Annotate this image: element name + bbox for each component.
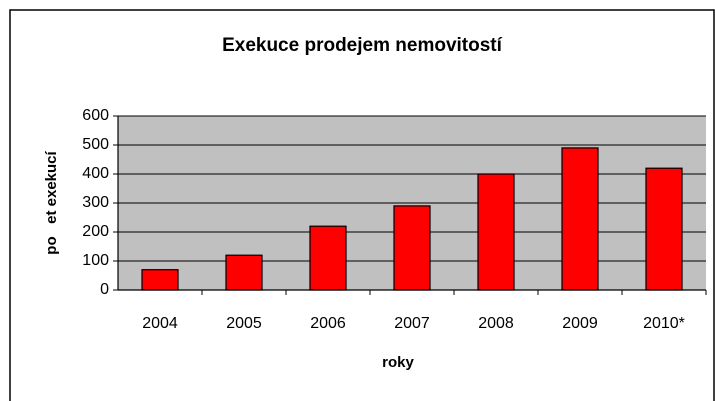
y-tick-label: 200: [82, 223, 109, 240]
x-tick-label: 2005: [226, 315, 262, 332]
y-tick-label: 500: [82, 136, 109, 153]
x-tick-label: 2006: [310, 315, 346, 332]
y-tick-label: 0: [100, 281, 109, 298]
bar: [309, 225, 347, 291]
bar: [393, 205, 431, 291]
chart-title: Exekuce prodejem nemovitostí: [222, 35, 503, 56]
bar: [477, 173, 515, 291]
bar: [141, 269, 179, 291]
x-tick-label: 2004: [142, 315, 178, 332]
x-tick-label: 2007: [394, 315, 430, 332]
y-axis-label: po et exekucí: [43, 150, 60, 254]
y-tick-label: 600: [82, 107, 109, 124]
bar: [561, 147, 599, 291]
bar: [645, 167, 683, 291]
chart-border: [9, 9, 715, 401]
y-tick-label: 300: [82, 194, 109, 211]
y-tick-label: 100: [82, 252, 109, 269]
x-axis-label: roky: [382, 354, 414, 371]
y-tick-label: 400: [82, 165, 109, 182]
x-tick-label: 2008: [478, 315, 514, 332]
bar: [225, 254, 263, 291]
x-tick-label: 2009: [562, 315, 598, 332]
x-tick-label: 2010*: [643, 315, 685, 332]
